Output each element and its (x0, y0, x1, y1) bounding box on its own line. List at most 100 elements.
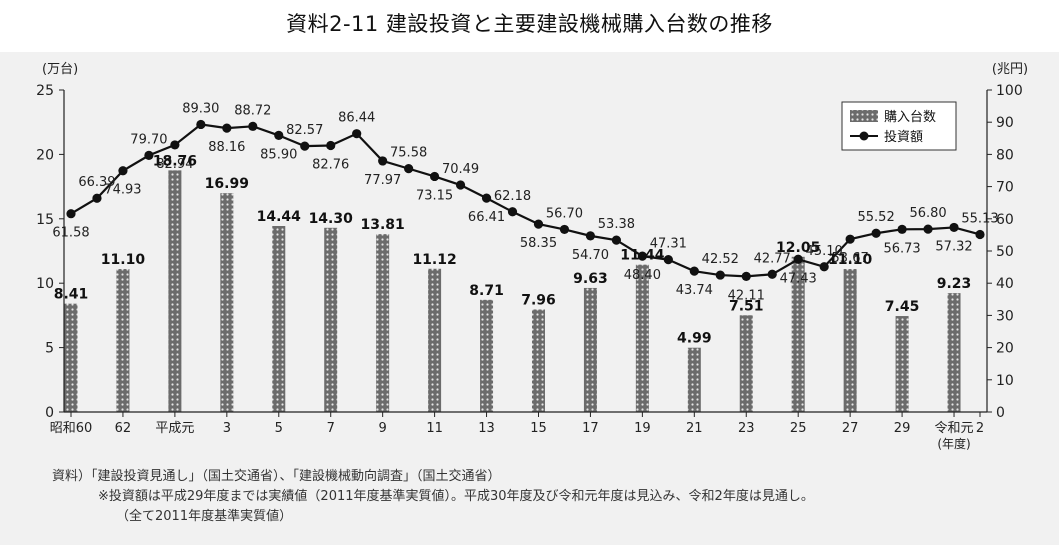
investment-point (144, 150, 154, 160)
bar (531, 309, 545, 412)
investment-label: 75.58 (390, 146, 427, 161)
legend-bar-label: 購入台数 (884, 110, 936, 125)
bar (272, 226, 286, 412)
y-right-tick-label: 90 (996, 115, 1014, 131)
investment-label: 73.15 (416, 188, 453, 203)
investment-point (559, 224, 570, 235)
bar-label: 7.51 (729, 298, 764, 314)
investment-label: 61.58 (52, 226, 89, 241)
bar (168, 170, 182, 412)
investment-point (949, 222, 959, 233)
y-right-tick-label: 10 (996, 373, 1014, 389)
legend-line-label: 投資額 (884, 129, 923, 145)
investment-label: 47.43 (780, 271, 817, 286)
investment-point (92, 193, 102, 203)
x-tick-label: 9 (379, 421, 387, 436)
bar (791, 256, 805, 412)
bar (947, 293, 961, 412)
bar (324, 227, 338, 412)
investment-label: 70.49 (442, 162, 479, 177)
investment-point (897, 224, 907, 234)
y-left-tick-label: 25 (36, 83, 54, 99)
bar (64, 303, 78, 412)
y-left-tick-label: 10 (36, 276, 54, 292)
investment-point (923, 224, 933, 234)
investment-label: 45.10 (806, 244, 843, 259)
y-right-tick-label: 100 (996, 83, 1023, 99)
x-tick-label: 27 (842, 421, 859, 436)
bar (843, 269, 857, 412)
investment-label: 88.72 (234, 103, 271, 118)
legend-line-marker (859, 131, 869, 141)
investment-label: 79.70 (130, 132, 167, 147)
investment-label: 82.57 (286, 123, 323, 138)
investment-point (66, 209, 76, 219)
investment-point (481, 193, 492, 203)
x-tick-label: 13 (478, 421, 495, 436)
investment-point (404, 164, 414, 174)
chart-panel: (万台) (兆円) 61.58 66.39 74.93 79.70 82.94 89.30… (0, 52, 1059, 545)
y-right-tick-label: 40 (996, 276, 1014, 292)
y-right-tick-label: 50 (996, 244, 1014, 260)
source-note: 資料）「建設投資見通し」（国土交通省）、「建設機械動向調査」（国土交通省） (52, 469, 501, 484)
investment-label: 56.73 (883, 241, 920, 256)
bar-label: 9.23 (937, 276, 972, 292)
investment-label: 42.52 (702, 252, 739, 267)
bar (583, 287, 597, 412)
investment-label: 89.30 (182, 101, 219, 116)
y-left-tick-label: 20 (36, 147, 54, 163)
investment-point (507, 207, 518, 217)
legend-bar-swatch (850, 110, 878, 122)
x-tick-label: 19 (634, 421, 651, 436)
bar-label: 11.10 (828, 252, 873, 268)
y-right-unit: (兆円) (992, 62, 1028, 77)
investment-label: 56.70 (546, 206, 583, 221)
investment-point (741, 271, 751, 282)
bar-label: 11.12 (412, 252, 456, 268)
investment-point (300, 141, 310, 151)
bar-label: 14.44 (257, 209, 302, 225)
investment-label: 62.18 (494, 189, 531, 204)
bar-label: 11.44 (620, 248, 665, 264)
investment-note: ※投資額は平成29年度までは実績値（2011年度基準実質値）。平成30年度及び令… (98, 489, 814, 504)
investment-point (819, 262, 829, 272)
y-right-tick-label: 60 (996, 212, 1014, 228)
x-tick-label: 29 (894, 421, 911, 436)
bar-label: 8.41 (54, 287, 89, 303)
investment-label: 42.77 (754, 251, 791, 266)
investment-label: 85.90 (260, 147, 297, 162)
x-tick-label: 昭和60 (50, 421, 93, 436)
investment-label: 86.44 (338, 111, 375, 126)
investment-point (170, 140, 180, 150)
x-tick-label: 3 (223, 421, 231, 436)
investment-label: 66.39 (78, 175, 115, 190)
investment-point (118, 166, 128, 176)
investment-point (196, 119, 206, 130)
x-tick-label: 令和元 (935, 421, 974, 436)
investment-label: 82.94 (156, 157, 193, 172)
bar (480, 299, 494, 412)
investment-label: 55.13 (961, 211, 998, 226)
investment-label: 53.38 (598, 217, 635, 232)
investment-point (222, 123, 232, 133)
x-tick-label: 11 (426, 421, 443, 436)
bar-label: 14.30 (309, 211, 354, 227)
x-axis-sublabel: (年度) (937, 436, 970, 451)
investment-point (455, 180, 466, 190)
investment-point (274, 130, 284, 141)
y-right-tick-label: 0 (996, 405, 1005, 421)
bar (220, 193, 234, 412)
bar-label: 18.76 (153, 153, 197, 169)
y-right-tick-label: 20 (996, 341, 1014, 357)
investment-point (871, 228, 881, 238)
x-tick-label: 平成元 (155, 421, 194, 436)
bar (635, 264, 649, 412)
investment-label: 66.41 (468, 210, 505, 225)
investment-point (326, 140, 336, 151)
investment-point (533, 219, 544, 229)
basis-note: （全て2011年度基準実質値） (116, 509, 293, 524)
investment-point (689, 266, 699, 276)
investment-label: 53.67 (832, 251, 869, 266)
y-right-tick-label: 80 (996, 147, 1014, 163)
